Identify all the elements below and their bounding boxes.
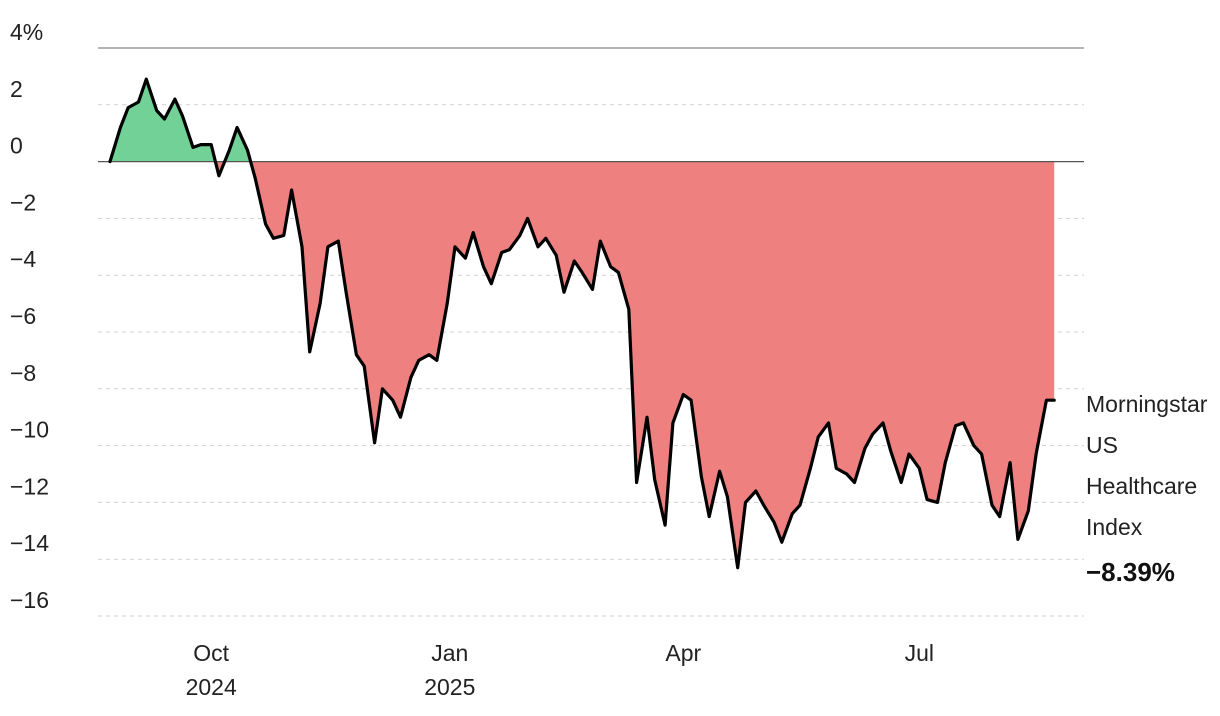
- y-tick-label: −12: [10, 473, 49, 499]
- negative-return-area: [215, 161, 1055, 568]
- y-gridlines: [98, 47, 1084, 617]
- x-tick-year: 2024: [186, 674, 237, 700]
- series-line: [108, 77, 1056, 570]
- series-name-line: US: [1086, 432, 1118, 458]
- y-tick-label: −8: [10, 360, 36, 386]
- area-fills: [110, 79, 1055, 568]
- x-tick-year: 2025: [424, 674, 475, 700]
- series-name-line: Morningstar: [1086, 391, 1208, 417]
- x-tick-month: Jul: [905, 640, 934, 666]
- x-tick-month: Apr: [665, 640, 701, 666]
- y-tick-label: −10: [10, 417, 49, 443]
- y-tick-label: −16: [10, 587, 49, 613]
- y-tick-label: −2: [10, 189, 36, 215]
- series-name-line: Healthcare: [1086, 473, 1197, 499]
- y-tick-label: 2: [10, 76, 23, 102]
- y-tick-label: 0: [10, 133, 23, 159]
- y-tick-label: −14: [10, 530, 49, 556]
- y-tick-label: −4: [10, 246, 36, 272]
- series-label: Morningstar US Healthcare Index −8.39%: [1086, 391, 1208, 587]
- y-tick-label: 4%: [10, 19, 43, 45]
- positive-return-area: [110, 79, 1055, 162]
- series-name-line: Index: [1086, 514, 1143, 540]
- end-value-label: −8.39%: [1086, 557, 1175, 587]
- x-axis-tick-labels: Oct 2024 Jan 2025 Apr Jul: [186, 640, 934, 700]
- x-tick-month: Jan: [431, 640, 468, 666]
- y-axis-tick-labels: 4% 2 0 −2 −4 −6 −8 −10 −12 −14 −16: [10, 19, 49, 613]
- x-tick-month: Oct: [193, 640, 229, 666]
- y-tick-label: −6: [10, 303, 36, 329]
